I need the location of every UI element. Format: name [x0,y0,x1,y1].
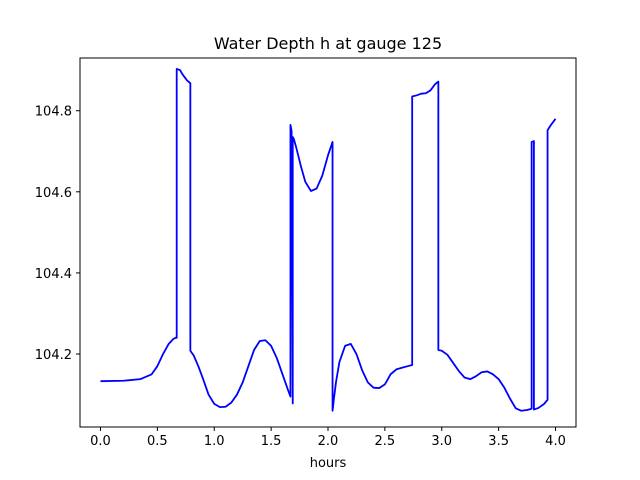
x-tick-label: 3.5 [488,434,509,449]
y-axis: 104.2 104.4 104.6 104.8 [35,105,80,363]
y-tick-label: 104.2 [35,348,72,363]
y-tick-label: 104.4 [35,267,72,282]
x-tick-label: 3.0 [431,434,452,449]
x-tick-label: 1.0 [204,434,225,449]
y-tick-label: 104.8 [35,105,72,120]
x-tick-label: 1.5 [261,434,282,449]
x-tick-label: 0.0 [90,434,111,449]
x-tick-label: 0.5 [147,434,168,449]
x-axis-label: hours [310,456,347,471]
x-tick-label: 2.0 [318,434,339,449]
y-tick-label: 104.6 [35,186,72,201]
x-tick-label: 4.0 [545,434,566,449]
series-line [100,68,557,412]
x-axis: 0.0 0.5 1.0 1.5 2.0 2.5 3.0 3.5 4.0 [90,427,566,449]
chart-title: Water Depth h at gauge 125 [214,34,442,53]
x-tick-label: 2.5 [375,434,396,449]
